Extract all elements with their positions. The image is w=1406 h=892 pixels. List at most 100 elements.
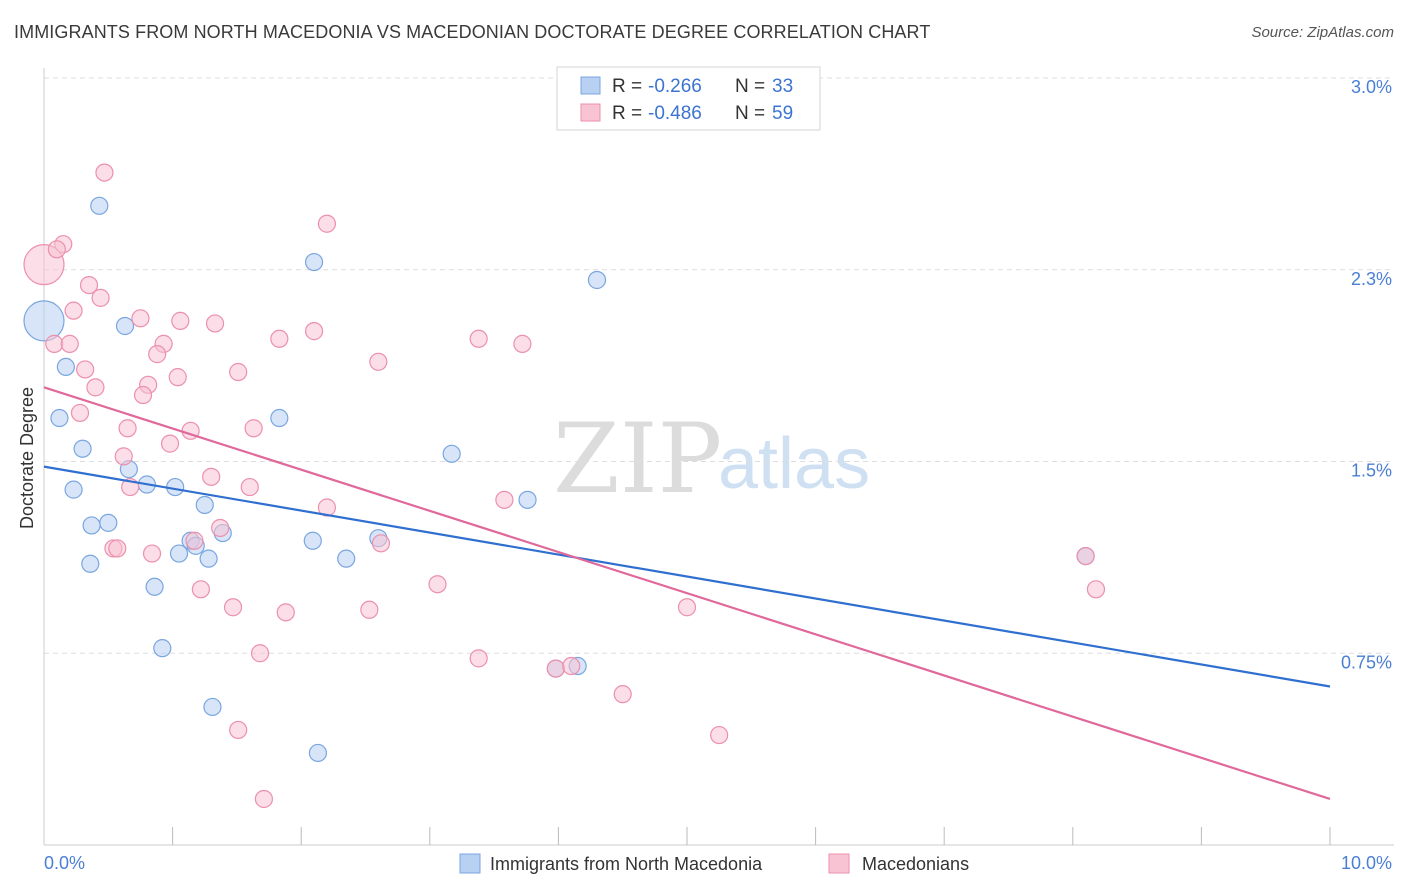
watermark-zip: ZIP: [553, 403, 722, 515]
series-legend: Immigrants from North Macedonia Macedoni…: [459, 853, 969, 874]
point-north-macedonia: [115, 316, 135, 336]
legend-r-label-1: R =: [612, 76, 642, 97]
point-macedonians: [229, 720, 248, 740]
y-tick-label: 0.75%: [1341, 652, 1392, 672]
point-macedonians: [469, 329, 488, 348]
x-tick-marks: [172, 827, 1331, 845]
point-macedonians: [371, 534, 391, 553]
point-macedonians: [250, 644, 270, 663]
point-north-macedonia: [90, 196, 109, 215]
point-macedonians: [677, 598, 697, 617]
point-macedonians: [95, 163, 114, 182]
point-macedonians: [223, 598, 243, 617]
point-macedonians: [45, 334, 64, 353]
point-macedonians: [211, 518, 230, 538]
point-macedonians: [47, 240, 66, 259]
point-macedonians: [60, 334, 79, 353]
point-macedonians: [428, 575, 447, 594]
point-north-macedonia: [587, 270, 607, 290]
point-macedonians: [70, 403, 90, 423]
point-macedonians: [562, 656, 581, 676]
point-north-macedonia: [73, 439, 92, 458]
point-north-macedonia: [303, 531, 322, 550]
stats-legend-box: [556, 66, 821, 131]
point-north-macedonia: [270, 408, 289, 428]
legend-n-value-2: 59: [772, 103, 793, 124]
point-north-macedonia: [337, 549, 356, 568]
trend-line-macedonians: [43, 386, 1331, 801]
point-north-macedonia: [442, 444, 461, 463]
point-north-macedonia: [145, 577, 164, 596]
point-macedonians: [148, 345, 167, 364]
point-north-macedonia: [169, 544, 189, 563]
point-macedonians: [613, 685, 632, 704]
point-macedonians: [171, 311, 190, 330]
series-legend-label-pink: Macedonians: [862, 854, 969, 874]
source-credit: Source: ZipAtlas.com: [1251, 24, 1394, 41]
series-legend-label-blue: Immigrants from North Macedonia: [490, 854, 763, 874]
point-north-macedonia: [518, 490, 537, 509]
point-north-macedonia: [82, 516, 101, 535]
legend-n-label-2: N =: [735, 103, 765, 124]
point-macedonians: [513, 334, 532, 353]
grid-lines: [44, 77, 1394, 654]
point-macedonians: [168, 368, 187, 387]
point-macedonians: [118, 419, 137, 438]
chart-title: IMMIGRANTS FROM NORTH MACEDONIA VS MACED…: [14, 22, 931, 42]
watermark-atlas: atlas: [718, 424, 870, 504]
point-macedonians: [229, 362, 248, 382]
legend-n-value-1: 33: [772, 76, 793, 97]
y-tick-label: 3.0%: [1351, 77, 1392, 97]
point-north-macedonia: [23, 300, 65, 342]
point-north-macedonia: [203, 697, 222, 717]
point-north-macedonia: [81, 554, 100, 573]
point-macedonians: [91, 288, 110, 307]
point-macedonians: [191, 580, 210, 599]
point-macedonians: [76, 360, 95, 379]
point-macedonians: [254, 789, 274, 809]
legend-swatch-blue: [580, 76, 601, 95]
trend-line-north-macedonia: [43, 465, 1331, 688]
legend-r-value-1: -0.266: [648, 76, 702, 97]
point-macedonians: [205, 314, 225, 333]
y-axis-label: Doctorate Degree: [17, 387, 37, 529]
point-macedonians: [495, 490, 514, 509]
legend-n-label-1: N =: [735, 76, 765, 97]
stats-legend: R = -0.266 N = 33 R = -0.486 N = 59: [556, 66, 821, 131]
point-macedonians: [133, 385, 153, 405]
y-tick-label: 1.5%: [1351, 461, 1392, 481]
point-macedonians: [64, 301, 83, 320]
point-macedonians: [160, 434, 180, 453]
point-macedonians: [546, 659, 565, 678]
point-north-macedonia: [64, 480, 83, 499]
point-macedonians: [79, 275, 99, 295]
point-macedonians: [142, 544, 162, 563]
point-macedonians: [108, 539, 127, 558]
trend-lines: [43, 386, 1331, 801]
y-tick-label: 2.3%: [1351, 269, 1392, 289]
point-macedonians: [1086, 580, 1106, 599]
point-macedonians: [185, 531, 204, 550]
point-macedonians: [114, 447, 133, 466]
point-macedonians: [1076, 546, 1095, 566]
point-north-macedonia: [308, 743, 328, 763]
point-north-macedonia: [304, 252, 324, 272]
point-north-macedonia: [56, 357, 75, 377]
point-macedonians: [469, 649, 488, 668]
x-tick-label-max: 10.0%: [1341, 853, 1392, 873]
legend-r-value-2: -0.486: [648, 103, 702, 124]
point-north-macedonia: [50, 408, 69, 428]
point-macedonians: [240, 477, 259, 497]
series-legend-swatch-pink: [828, 853, 850, 874]
series-legend-swatch-blue: [459, 853, 481, 874]
point-macedonians: [369, 352, 388, 371]
x-tick-label-min: 0.0%: [44, 853, 85, 873]
y-tick-labels: 0.75% 1.5% 2.3% 3.0%: [1341, 77, 1392, 672]
point-macedonians: [304, 322, 324, 341]
point-north-macedonia: [195, 495, 214, 515]
point-macedonians: [360, 600, 379, 619]
point-macedonians: [131, 309, 150, 328]
legend-swatch-pink: [580, 103, 601, 122]
point-macedonians: [710, 725, 729, 745]
